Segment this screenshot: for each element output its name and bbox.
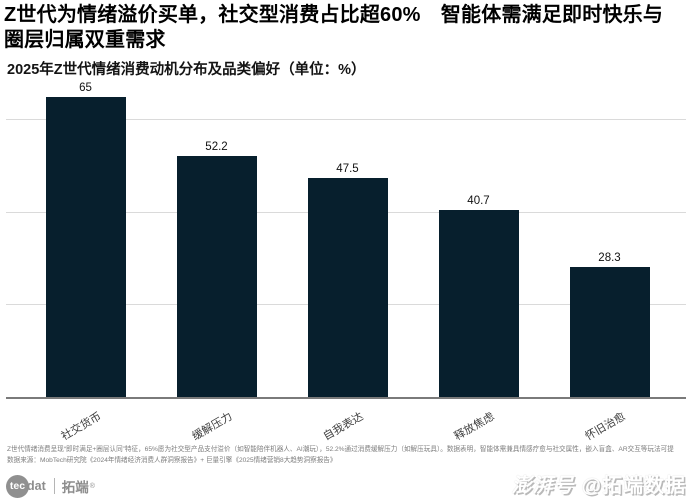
bar-社交货币	[45, 97, 126, 398]
bar-slot: 47.5	[282, 80, 413, 398]
pengpai-watermark: 澎湃号 @拓端数据	[511, 469, 686, 498]
watermark-account: @拓端数据	[581, 475, 686, 497]
bar-缓解压力	[176, 156, 257, 398]
footnote-line2: 数据来源：MobTech研究院《2024年情绪经济消费人群洞察报告》+ 巨量引擎…	[7, 456, 337, 464]
x-tick-label-缓解压力: 缓解压力	[189, 410, 234, 443]
bar-释放焦虑	[438, 209, 519, 398]
bar-slot: 28.3	[544, 80, 675, 398]
tecdat-logo-text: dat	[27, 479, 46, 493]
chart-subtitle: 2025年Z世代情绪消费动机分布及品类偏好（单位：%）	[7, 62, 366, 78]
bar-slot: 40.7	[413, 80, 544, 398]
x-axis-line	[6, 397, 686, 399]
bar-自我表达	[307, 178, 388, 398]
bar-chart: 65 52.2 47.5 40.7 28.3 社交货币 缓解压力 自我表达 释放焦虑 怀旧治愈	[0, 80, 690, 443]
x-tick-label-怀旧治愈: 怀旧治愈	[582, 410, 627, 443]
page-title: Z世代为情绪溢价买单，社交型消费占比超60% 智能体需满足即时快乐与圈层归属双重…	[4, 4, 664, 51]
bars-layer: 65 52.2 47.5 40.7 28.3	[20, 80, 675, 398]
bar-value-label: 52.2	[205, 141, 228, 154]
tecdat-logo-circle-text: tec	[9, 480, 26, 492]
bar-value-label: 40.7	[467, 194, 490, 207]
bar-value-label: 28.3	[598, 251, 621, 264]
bar-value-label: 65	[79, 82, 92, 94]
tecdat-logo: tec dat 拓端 ®	[6, 472, 95, 500]
bar-value-label: 47.5	[336, 163, 359, 176]
bar-slot: 52.2	[151, 80, 282, 398]
bar-怀旧治愈	[569, 266, 650, 398]
x-tick-label-自我表达: 自我表达	[320, 410, 365, 443]
x-axis-labels: 社交货币 缓解压力 自我表达 释放焦虑 怀旧治愈	[20, 402, 675, 446]
footnote-line1: Z世代情绪消费呈现“即时满足+圈层认同”特征，65%愿为社交型产品支付溢价（如智…	[7, 445, 674, 453]
tecdat-logo-circle: tec	[6, 474, 29, 498]
tecdat-logo-cn: 拓端	[61, 480, 89, 495]
registered-trademark-icon: ®	[89, 482, 95, 490]
footnote: Z世代情绪消费呈现“即时满足+圈层认同”特征，65%愿为社交型产品支付溢价（如智…	[7, 444, 685, 470]
x-tick-label-释放焦虑: 释放焦虑	[451, 410, 496, 443]
bar-slot: 65	[20, 80, 151, 398]
gridline-60	[6, 119, 686, 121]
pengpai-logo: 澎湃号	[511, 475, 575, 497]
logo-divider	[53, 478, 55, 494]
x-tick-label-社交货币: 社交货币	[58, 410, 103, 443]
